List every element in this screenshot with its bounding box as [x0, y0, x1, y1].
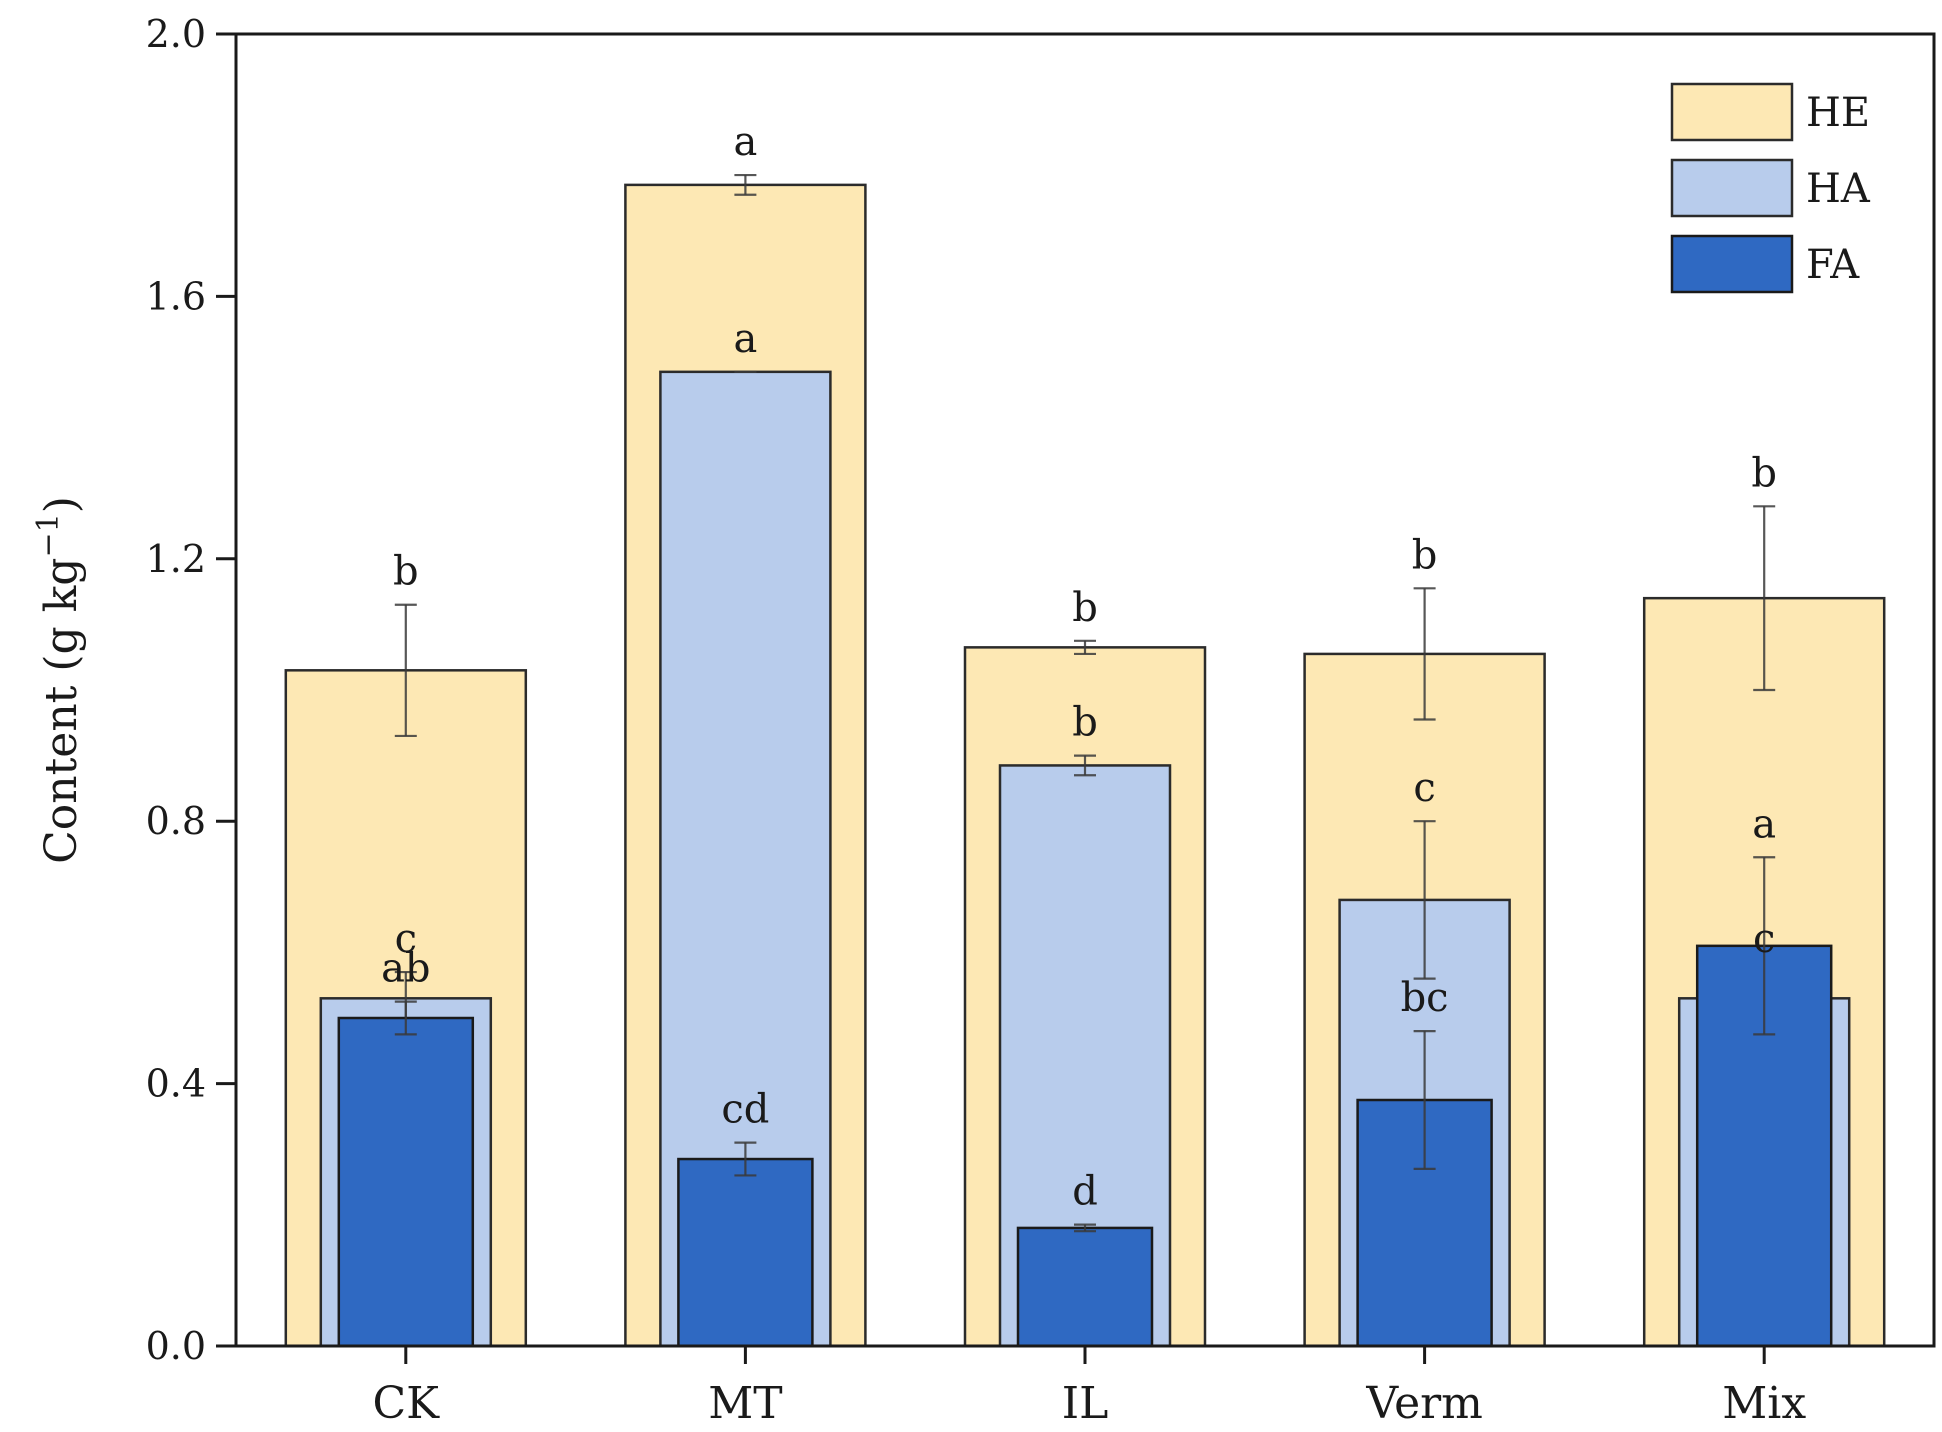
significance-label-fa: ab	[381, 946, 430, 992]
significance-label-fa: cd	[721, 1087, 769, 1133]
y-tick-label: 1.6	[146, 274, 206, 318]
bar-fa	[1016, 1226, 1154, 1348]
significance-label-ha: b	[1072, 700, 1098, 746]
legend-label-fa: FA	[1806, 242, 1860, 288]
axes-layer: 0.0 0.4 0.8 1.2 1.6 2.0 CK MT IL Verm Mix	[146, 12, 1807, 1429]
y-tick-label: 1.2	[146, 537, 206, 581]
y-tick-label: 0.8	[146, 799, 206, 843]
significance-label-he: a	[733, 119, 757, 165]
legend-swatch-ha	[1670, 158, 1794, 218]
x-tick-label: CK	[373, 1378, 441, 1429]
significance-label-he: b	[393, 549, 419, 595]
y-axis-label: Content (g kg−1)	[31, 496, 87, 864]
legend: HE HA FA	[1670, 82, 1871, 294]
significance-label-he: b	[1751, 450, 1777, 496]
significance-label-fa: bc	[1401, 975, 1449, 1021]
significance-label-ha: c	[1413, 765, 1435, 811]
significance-label-ha: c	[395, 916, 417, 962]
legend-label-ha: HA	[1806, 166, 1871, 212]
x-tick-label: MT	[708, 1378, 782, 1429]
significance-label-ha: c	[1753, 916, 1775, 962]
significance-label-he: b	[1072, 585, 1098, 631]
legend-swatch-fa	[1670, 234, 1794, 294]
bar-fa	[677, 1157, 814, 1348]
x-tick-label: Verm	[1365, 1378, 1483, 1429]
y-tick-label: 0.4	[146, 1062, 206, 1106]
y-tick-label: 0.0	[146, 1324, 206, 1368]
x-tick-label: Mix	[1722, 1378, 1806, 1429]
significance-label-he: b	[1412, 532, 1438, 578]
y-tick-label: 2.0	[146, 12, 206, 56]
legend-swatch-he	[1670, 82, 1794, 142]
bar-fa	[337, 1016, 475, 1348]
significance-label-ha: a	[733, 316, 757, 362]
bars-layer	[284, 173, 1886, 1348]
legend-label-he: HE	[1806, 90, 1870, 136]
significance-label-fa: a	[1752, 801, 1776, 847]
x-tick-label: IL	[1062, 1378, 1109, 1429]
significance-label-fa: d	[1072, 1169, 1098, 1215]
